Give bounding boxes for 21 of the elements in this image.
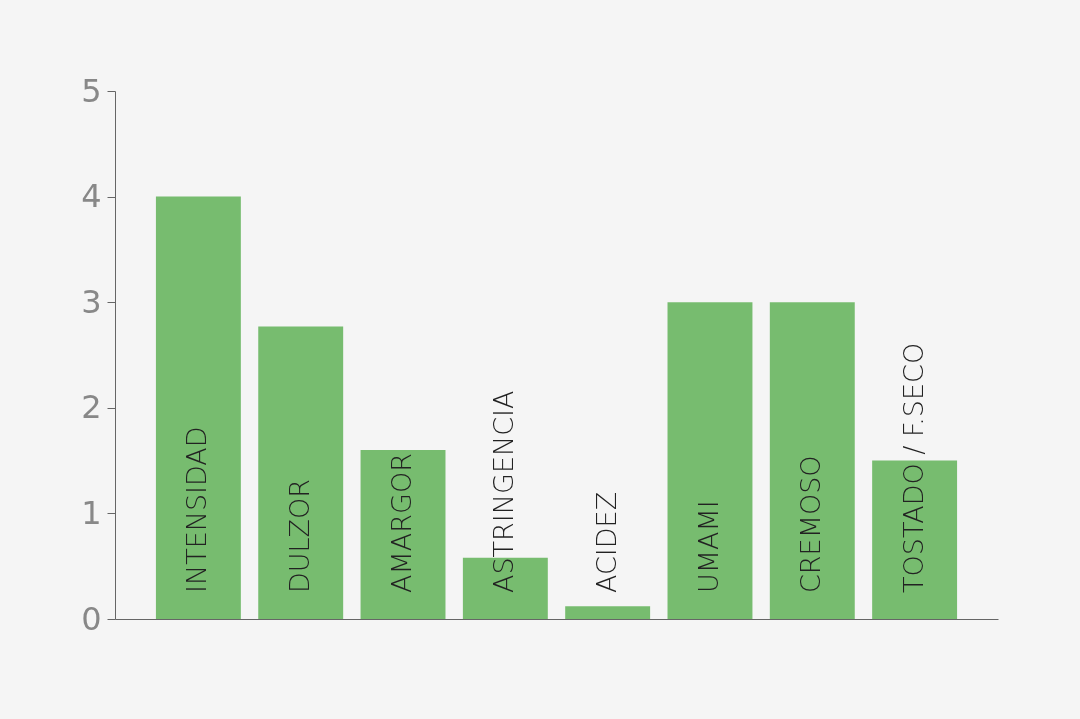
bar: [258, 326, 344, 619]
bar: [667, 302, 753, 619]
bar: [565, 606, 651, 619]
x-tick-label: AMARGOR: [386, 453, 418, 593]
x-tick-label: CREMOSO: [795, 455, 827, 593]
x-tick-label: UMAMI: [692, 500, 724, 593]
bar: [872, 460, 958, 619]
bar: [769, 302, 855, 619]
y-tick-label: 1: [81, 493, 102, 532]
y-tick-label: 4: [81, 177, 102, 216]
x-tick-label: ASTRINGENCIA: [488, 390, 520, 593]
y-tick-label: 5: [81, 71, 102, 110]
y-tick-label: 0: [81, 599, 102, 638]
y-tick-label: 2: [81, 388, 102, 427]
y-tick-label: 3: [81, 282, 102, 321]
x-tick-label: DULZOR: [283, 478, 315, 593]
bar: [360, 450, 446, 619]
bar: [155, 196, 241, 619]
x-tick-label: TOSTADO / F.SECO: [897, 342, 929, 593]
x-tick-label: INTENSIDAD: [181, 426, 213, 593]
x-tick-label: ACIDEZ: [590, 491, 622, 593]
